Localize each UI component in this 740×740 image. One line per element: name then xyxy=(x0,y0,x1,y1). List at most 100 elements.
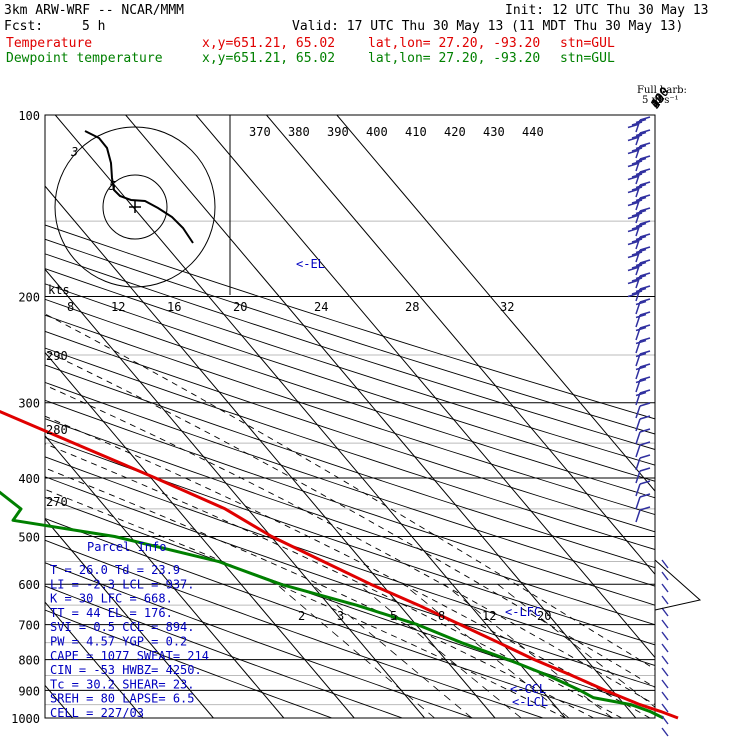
theta-left-label: 280 xyxy=(46,423,68,437)
dry-adiabat xyxy=(45,283,655,482)
wind-barb xyxy=(661,667,669,677)
parcel-info-row: SREH = 80 LAPSE= 6.5 xyxy=(50,692,195,706)
hodograph-ring-label-3: 3 xyxy=(70,145,78,159)
wind-barb xyxy=(635,483,641,497)
temperature-xy: x,y=651.21, 65.02 xyxy=(202,36,335,51)
wind-barb-flag xyxy=(627,279,639,285)
wind-barb-flag xyxy=(639,428,651,433)
wind-barb-flag xyxy=(631,160,643,165)
isotherm-line xyxy=(195,115,655,659)
dry-adiabat xyxy=(45,539,544,718)
wind-barb-flag xyxy=(639,298,651,303)
wind-barb xyxy=(661,607,669,617)
hodograph: 3 5 kts xyxy=(48,115,231,297)
dry-adiabat xyxy=(45,456,655,666)
theta-label: 380 xyxy=(288,125,310,139)
wind-barb-flag xyxy=(639,168,651,173)
isotherm-label: 40 xyxy=(648,91,668,111)
wind-barb-flag xyxy=(635,287,647,293)
wind-barb-flag xyxy=(635,157,647,163)
parcel-info-row: T = 26.0 Td = 23.9 xyxy=(50,563,180,577)
wind-barb xyxy=(661,691,669,701)
wind-barbs xyxy=(627,116,702,737)
pressure-tick-label: 400 xyxy=(18,472,40,486)
wind-barb-flag xyxy=(635,144,647,150)
mixing-ratio-label: 8 xyxy=(438,609,445,623)
wind-barb-flag xyxy=(631,212,643,217)
wind-barb-flag xyxy=(635,235,647,241)
wind-barb xyxy=(635,444,641,458)
parcel-info-row: K = 30 LFC = 668. xyxy=(50,592,173,606)
pressure-tick-label: 900 xyxy=(18,684,40,698)
wind-barb-flag xyxy=(639,402,651,407)
barb-key-title: Full barb: xyxy=(637,85,687,96)
mixing-ratio-label: 3 xyxy=(337,609,344,623)
wind-barb xyxy=(661,643,669,653)
dry-adiabat xyxy=(45,238,655,435)
wind-barb-flag xyxy=(639,363,651,368)
wind-barb-flag xyxy=(631,199,643,204)
wind-barb-flag xyxy=(635,365,647,371)
hodograph-ring-outer xyxy=(54,126,216,288)
dewpoint-xy: x,y=651.21, 65.02 xyxy=(202,51,335,66)
wind-barb-flag xyxy=(627,253,639,259)
wind-barb-flag xyxy=(635,300,647,306)
wind-barb xyxy=(635,431,641,445)
dry-adiabat xyxy=(45,268,655,466)
wind-barb-flag xyxy=(639,259,651,264)
dewpoint-legend: Dewpoint temperature xyxy=(6,51,163,66)
temperature-station: stn=GUL xyxy=(560,36,615,51)
wind-barb-flag xyxy=(631,238,643,243)
theta-label: 430 xyxy=(483,125,505,139)
wind-barb-flag xyxy=(635,170,647,176)
parcel-info-row: PW = 4.57 YGP = 0.2 xyxy=(50,635,187,649)
wind-barb-flag xyxy=(635,248,647,254)
wind-barb-flag xyxy=(639,480,651,485)
dry-adiabat xyxy=(45,418,655,626)
barb-frame xyxy=(654,559,702,611)
wind-barb-flag xyxy=(639,129,651,134)
parcel-info-row: CAPE = 1077 SWEAT= 214 xyxy=(50,649,209,663)
dewpoint-latlon: lat,lon= 27.20, -93.20 xyxy=(368,51,540,66)
mixing-ratio-line xyxy=(403,583,570,718)
mixing-ratio-line xyxy=(311,583,473,718)
wind-barb-flag xyxy=(627,266,639,272)
wind-barb-flag xyxy=(631,147,643,152)
wind-barb-flag xyxy=(639,467,651,472)
wind-barb-flag xyxy=(639,506,651,511)
valid-time: Valid: 17 UTC Thu 30 May 13 (11 MDT Thu … xyxy=(292,19,683,34)
pressure-tick-label: 600 xyxy=(18,578,40,592)
dry-adiabat xyxy=(45,330,655,533)
wind-barb-flag xyxy=(627,214,639,220)
wind-barb-flag xyxy=(639,324,651,329)
hodograph-speed-tick: 20 xyxy=(233,300,247,314)
dry-adiabat xyxy=(45,609,333,718)
wind-barb-flag xyxy=(627,175,639,181)
isotherm-line xyxy=(336,115,655,492)
el-marker: <-EL xyxy=(296,257,325,271)
wind-barb-flag xyxy=(639,181,651,186)
theta-label: 390 xyxy=(327,125,349,139)
parcel-info-row: CIN = -53 HWBZ= 4250. xyxy=(50,663,202,677)
wind-barb-flag xyxy=(639,246,651,251)
wind-barb-flag xyxy=(631,290,643,295)
wind-barb-flag xyxy=(639,220,651,225)
moist-adiabat xyxy=(45,443,622,718)
mixing-ratio-line xyxy=(358,583,522,718)
skew-t-grid: 100 200 300 400 500 600 700 800 900 1000 xyxy=(11,109,656,726)
wind-barb-flag xyxy=(639,272,651,277)
wind-barb-flag xyxy=(639,233,651,238)
model-title: 3km ARW-WRF -- NCAR/MMM xyxy=(4,3,184,18)
dry-adiabat xyxy=(45,364,655,569)
isotherm-line xyxy=(45,268,425,718)
wind-barb-flag xyxy=(631,186,643,191)
wind-barb-flag xyxy=(635,196,647,202)
parcel-info-row: LI = -2.3 LCL = 937. xyxy=(50,577,195,591)
wind-barb-flag xyxy=(635,209,647,215)
wind-barb xyxy=(661,703,669,713)
hodograph-speed-tick: 16 xyxy=(167,300,181,314)
parcel-info-row: CELL = 227/03 xyxy=(50,706,144,720)
pressure-tick-label: 500 xyxy=(18,530,40,544)
wind-barb-flag xyxy=(635,118,647,124)
